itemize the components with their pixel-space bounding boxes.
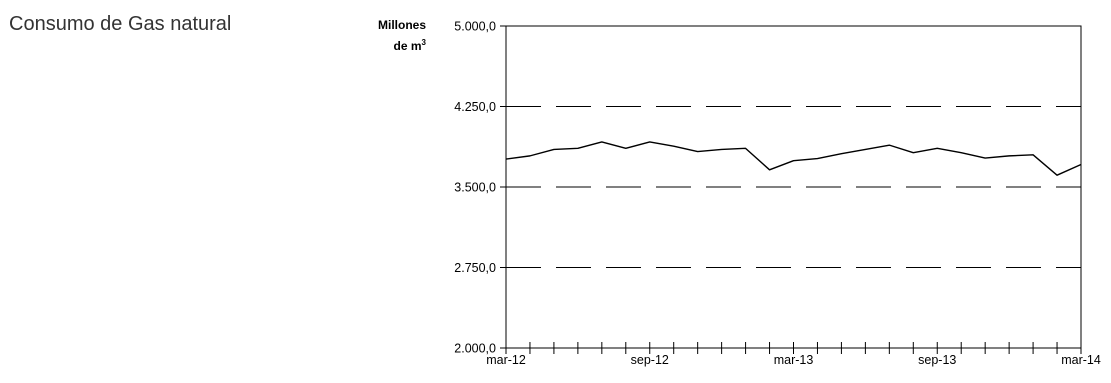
data-point-0-17 bbox=[913, 152, 914, 153]
y-axis-unit-exponent: 3 bbox=[421, 38, 426, 47]
data-point-0-5 bbox=[625, 148, 626, 149]
data-point-0-11 bbox=[769, 169, 770, 170]
series-line-0 bbox=[505, 141, 1082, 176]
y-axis-label-line2: de m3 bbox=[340, 34, 426, 55]
y-tick-label-0: 2.000,0 bbox=[454, 342, 496, 356]
data-point-0-9 bbox=[721, 149, 722, 150]
data-point-0-16 bbox=[889, 144, 890, 145]
data-point-0-18 bbox=[937, 148, 938, 149]
y-tick-label-3: 4.250,0 bbox=[454, 100, 496, 114]
x-tick-label-1: sep-12 bbox=[631, 353, 669, 367]
data-point-0-6 bbox=[649, 141, 650, 142]
y-axis-label: Millones de m3 bbox=[340, 17, 426, 55]
data-point-0-19 bbox=[961, 152, 962, 153]
data-point-0-15 bbox=[865, 149, 866, 150]
data-point-0-23 bbox=[1056, 174, 1057, 175]
data-point-0-4 bbox=[601, 141, 602, 142]
data-point-0-1 bbox=[529, 155, 530, 156]
x-tick-label-2: mar-13 bbox=[774, 353, 814, 367]
data-point-0-8 bbox=[697, 151, 698, 152]
data-point-0-21 bbox=[1008, 155, 1009, 156]
data-point-0-0 bbox=[505, 158, 506, 159]
x-tick-label-0: mar-12 bbox=[486, 353, 526, 367]
y-tick-label-4: 5.000,0 bbox=[454, 20, 496, 34]
chart-title: Consumo de Gas natural bbox=[9, 13, 232, 35]
data-point-0-12 bbox=[793, 160, 794, 161]
y-axis-label-line1: Millones bbox=[377, 18, 426, 32]
data-point-0-3 bbox=[577, 148, 578, 149]
data-point-0-20 bbox=[984, 157, 985, 158]
data-point-0-10 bbox=[745, 148, 746, 149]
x-tick-label-3: sep-13 bbox=[918, 353, 956, 367]
data-point-0-2 bbox=[553, 149, 554, 150]
data-point-0-13 bbox=[817, 158, 818, 159]
data-point-0-24 bbox=[1080, 164, 1081, 165]
data-point-0-7 bbox=[673, 146, 674, 147]
data-point-0-14 bbox=[841, 153, 842, 154]
x-tick-label-4: mar-14 bbox=[1061, 353, 1101, 367]
data-point-0-22 bbox=[1032, 154, 1033, 155]
y-axis-unit: de m bbox=[393, 39, 422, 53]
y-tick-label-2: 3.500,0 bbox=[454, 181, 496, 195]
plot-area-border bbox=[505, 25, 1082, 349]
y-tick-label-1: 2.750,0 bbox=[454, 261, 496, 275]
